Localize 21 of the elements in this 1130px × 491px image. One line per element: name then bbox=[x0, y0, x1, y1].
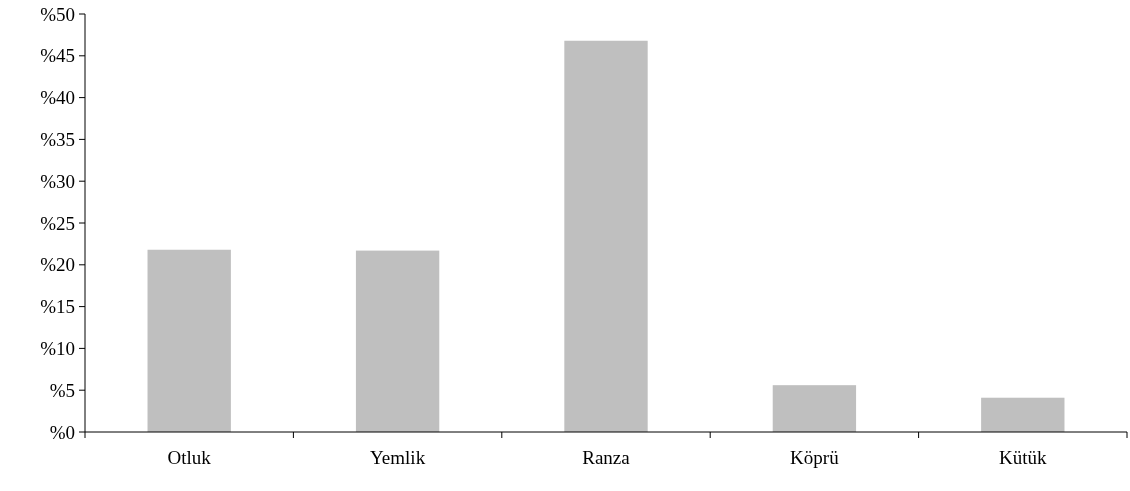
bar bbox=[355, 250, 440, 432]
y-tick-label: %40 bbox=[40, 87, 75, 109]
y-tick-label: %15 bbox=[40, 296, 75, 318]
y-tick-label: %45 bbox=[40, 45, 75, 67]
x-tick-label: Kütük bbox=[999, 447, 1048, 468]
x-tick-label: Ranza bbox=[582, 447, 631, 468]
y-tick-label: %5 bbox=[49, 379, 75, 401]
bar bbox=[981, 397, 1065, 432]
y-tick-label: %35 bbox=[40, 129, 75, 151]
x-tick-label: Otluk bbox=[167, 447, 212, 468]
y-tick-label: %30 bbox=[40, 170, 75, 192]
bar bbox=[772, 385, 857, 432]
bar bbox=[147, 249, 231, 432]
y-tick-label: %10 bbox=[40, 338, 75, 360]
y-tick-label: %20 bbox=[40, 254, 75, 276]
y-tick-label: %0 bbox=[49, 421, 75, 443]
bar bbox=[564, 40, 648, 432]
x-tick-label: Yemlik bbox=[370, 447, 426, 468]
x-tick-label: Köprü bbox=[790, 447, 840, 468]
y-tick-label: %50 bbox=[40, 3, 75, 25]
y-tick-label: %25 bbox=[40, 212, 75, 234]
